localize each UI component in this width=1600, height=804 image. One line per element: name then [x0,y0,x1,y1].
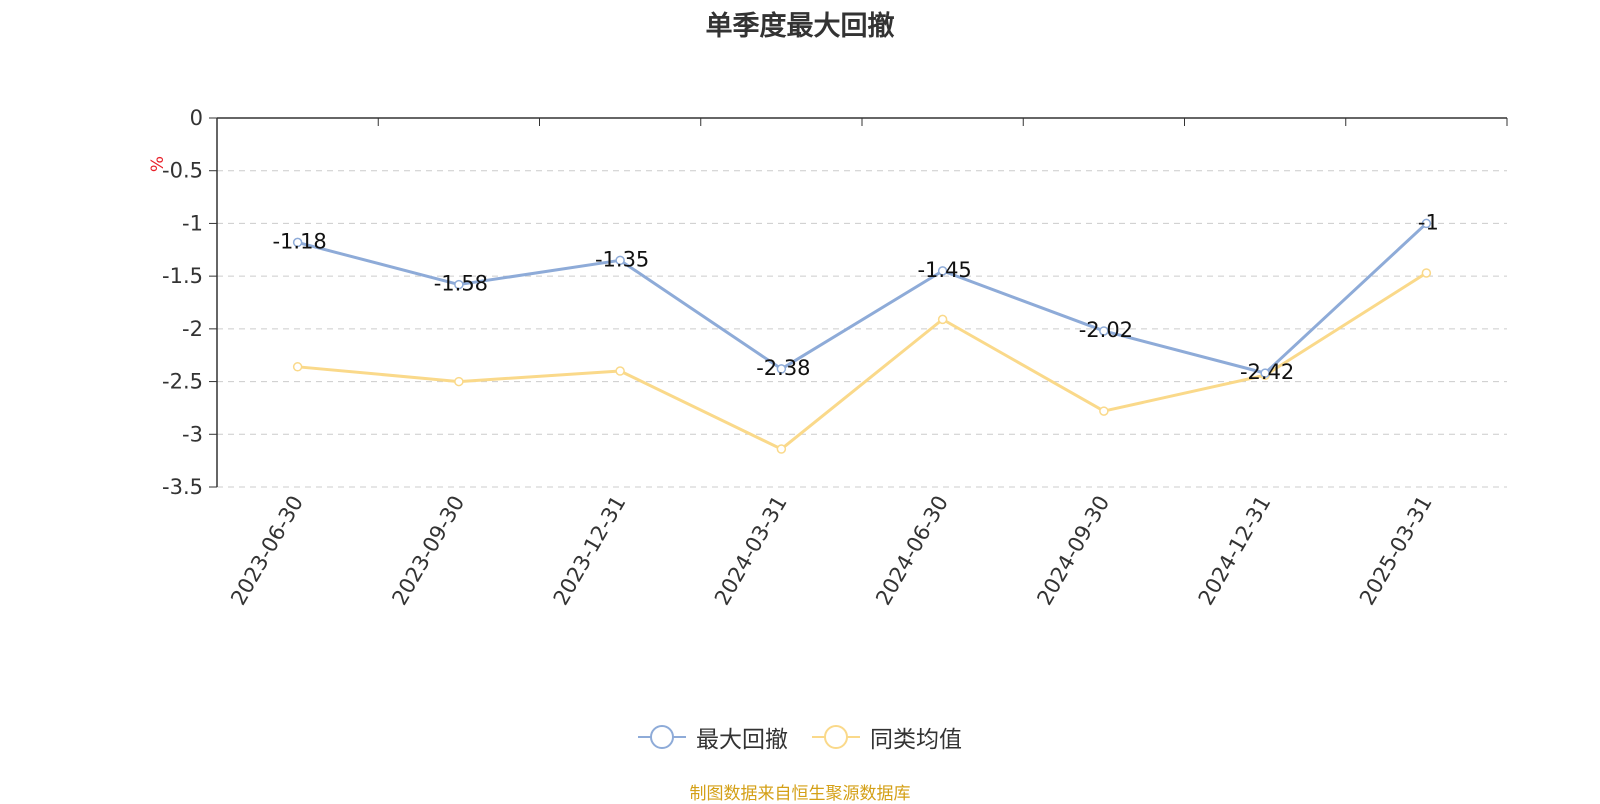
data-point [776,444,787,454]
data-point [937,314,948,325]
y-tick-label: -1.5 [162,264,203,288]
data-point [292,237,303,248]
series-line [297,222,1428,375]
data-label: -2.42 [1240,360,1294,384]
axes: 0 -0.5 -1 -1.5 -2 -2.5 -3 -3.5 2023-06-30 2023-09… [162,106,1508,610]
data-point [1421,268,1432,278]
data-labels: -1.18 -1.58 -1.35 -2.38 -1.45 -2.02 -2.42 -1 [272,210,1438,384]
y-tick-label: -0.5 [162,159,203,183]
data-label: -1.45 [917,258,971,282]
data-point [1099,406,1109,416]
x-tick-label: 2025-03-31 [1355,492,1437,610]
data-label: -2.02 [1079,318,1133,342]
data-label: -1 [1418,210,1439,234]
data-label: -1.58 [434,272,488,296]
x-tick-label: 2023-06-30 [226,492,308,610]
legend-item-peer-average[interactable]: 同类均值 [812,720,962,754]
data-point [292,362,303,372]
data-label: -1.35 [595,247,649,271]
data-point [454,279,464,290]
x-tick-label: 2024-12-31 [1194,492,1276,610]
y-tick-label: -1 [182,211,203,235]
data-point [1421,218,1432,229]
x-tick-label: 2024-09-30 [1032,492,1114,610]
series [292,218,1432,454]
x-tick-label: 2023-09-30 [387,492,469,610]
legend-item-max-drawdown[interactable]: 最大回撤 [638,720,788,754]
legend-swatch-max-drawdown [638,725,686,749]
y-tick-label: -2 [182,317,203,341]
data-point [615,366,625,376]
legend-label-max-drawdown: 最大回撤 [696,727,788,753]
data-point [454,376,464,387]
data-point [1099,326,1109,336]
data-label: -1.18 [272,229,326,253]
legend-label-peer-average: 同类均值 [870,727,962,753]
x-tick-label: 2024-06-30 [871,492,953,610]
y-tick-label: -3 [182,422,203,446]
chart-title: 单季度最大回撤 [705,11,895,42]
x-tick-label: 2024-03-31 [710,492,792,610]
y-tick-label: -2.5 [162,370,203,394]
legend: 最大回撤 同类均值 [0,720,1600,754]
data-source-note: 制图数据来自恒生聚源数据库 [689,784,911,804]
data-point [776,364,787,374]
series-line [297,271,1428,451]
y-tick-label: 0 [190,106,203,130]
data-point [937,266,948,276]
legend-swatch-peer-average [812,725,860,749]
data-label: -2.38 [756,356,810,380]
y-tick-label: -3.5 [162,475,203,499]
x-tick-label: 2023-12-31 [549,492,631,610]
data-point [615,255,625,266]
data-point [1260,368,1270,378]
